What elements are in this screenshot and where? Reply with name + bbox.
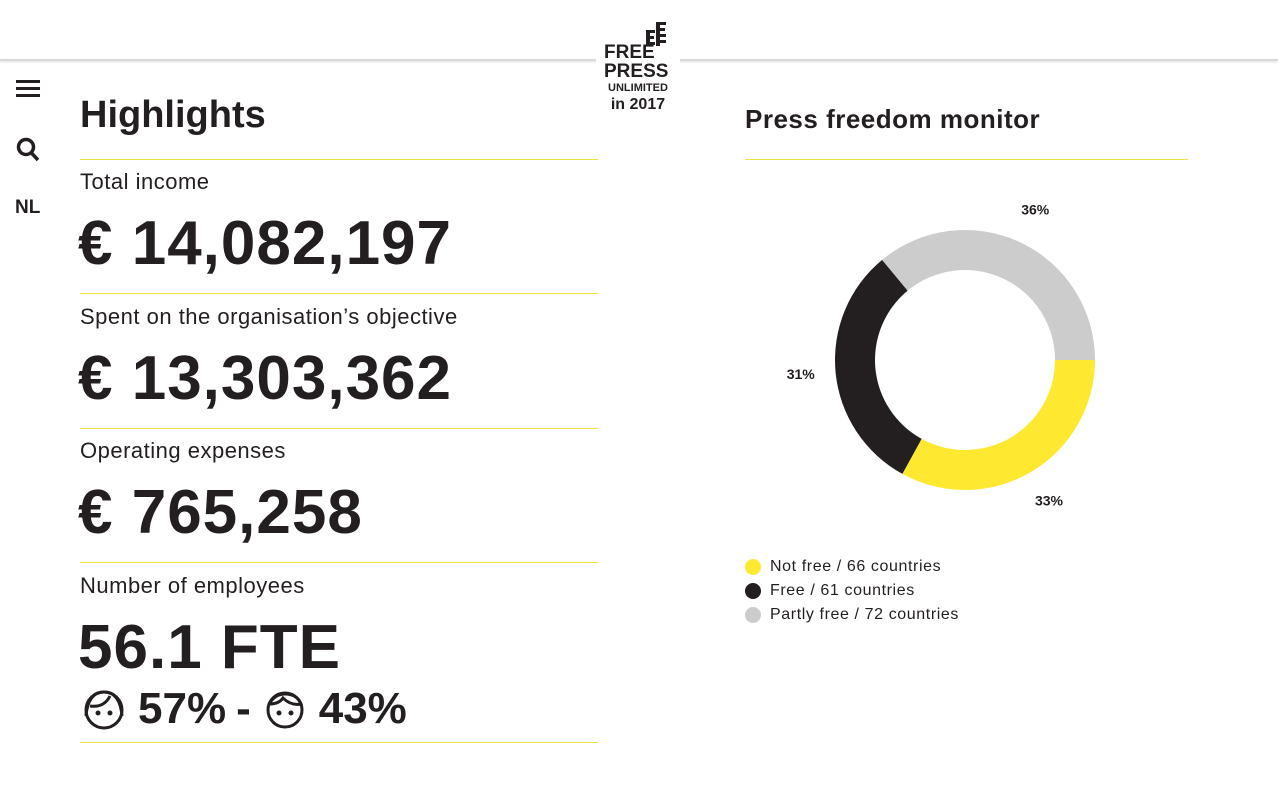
legend-swatch [745, 559, 761, 575]
data-label: 31% [787, 366, 816, 382]
divider [80, 742, 598, 743]
logo-press: PRESS [604, 61, 669, 82]
divider [80, 293, 598, 294]
menu-icon[interactable] [16, 80, 40, 97]
search-icon[interactable] [16, 137, 40, 162]
stat-value: € 765,258 [78, 478, 363, 547]
legend-label: Partly free / 72 countries [770, 606, 959, 623]
divider [80, 562, 598, 563]
donut-chart: 33% 31% 36% Not free / 66 countries Free / 6… [745, 201, 1095, 623]
divider [80, 428, 598, 429]
divider [80, 159, 598, 160]
stat-label: Spent on the organisation’s objective [80, 304, 458, 329]
legend-label: Free / 61 countries [770, 582, 915, 599]
language-switch[interactable]: NL [15, 197, 41, 218]
stat-label: Operating expenses [80, 438, 286, 463]
separator: - [236, 684, 251, 733]
logo[interactable]: FREE PRESS UNLIMITED in 2017 [596, 16, 680, 124]
stat-label: Total income [80, 169, 210, 194]
logo-unlimited: UNLIMITED [608, 82, 668, 94]
male-share: 43% [318, 684, 407, 733]
gender-row: 57% - 43% [80, 684, 407, 734]
stat-label: Number of employees [80, 573, 305, 598]
highlights-title: Highlights [80, 94, 266, 136]
sidebar-icons [16, 80, 40, 162]
chart-title: Press freedom monitor [745, 104, 1041, 134]
legend-swatch [745, 583, 761, 599]
legend-label: Not free / 66 countries [770, 558, 941, 575]
donut-segment [902, 360, 1095, 490]
stat-value: 56.1 FTE [78, 613, 341, 682]
logo-year: in 2017 [610, 96, 666, 113]
male-icon [266, 691, 304, 729]
data-label: 36% [1021, 201, 1050, 217]
donut-segment [835, 259, 922, 474]
stat-value: € 14,082,197 [78, 209, 453, 278]
data-label: 33% [1035, 493, 1064, 509]
divider [745, 159, 1188, 160]
legend-swatch [745, 607, 761, 623]
donut-segment [882, 230, 1095, 360]
female-icon [84, 690, 124, 730]
female-share: 57% [138, 684, 227, 733]
logo-stack [646, 22, 666, 46]
stat-value: € 13,303,362 [78, 344, 453, 413]
logo-free: FREE [604, 42, 655, 63]
